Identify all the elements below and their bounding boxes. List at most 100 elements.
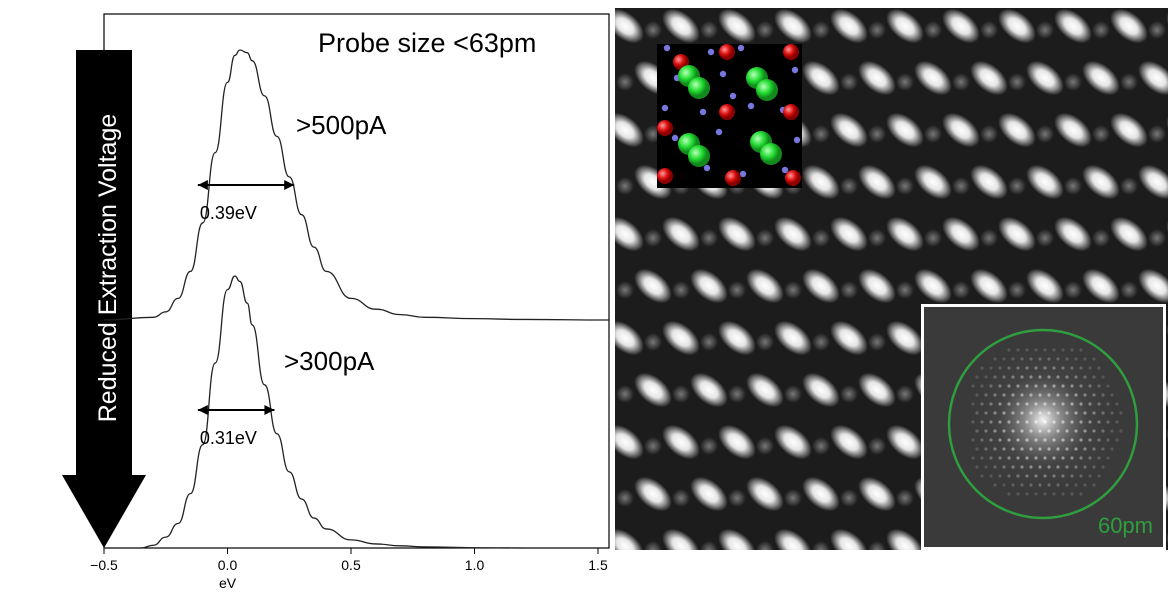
atom-column — [830, 112, 868, 148]
light-atom-column — [644, 333, 662, 351]
probe-dot — [1079, 492, 1083, 496]
atom-column — [886, 528, 924, 550]
atom-column — [886, 112, 924, 148]
atom-column — [1110, 8, 1148, 44]
atom-column — [998, 112, 1036, 148]
small-atom — [671, 134, 679, 142]
light-atom-column — [616, 177, 634, 195]
atom-column — [1138, 164, 1168, 200]
small-atom — [719, 70, 727, 78]
atom-column — [1138, 268, 1168, 304]
light-atom-column — [1120, 177, 1138, 195]
light-atom-column — [868, 541, 886, 550]
small-atom — [707, 48, 715, 56]
probe-dot — [971, 384, 975, 388]
atom-column — [886, 216, 924, 252]
atom-column — [858, 268, 896, 304]
atom-column — [970, 164, 1008, 200]
atom-column — [662, 528, 700, 550]
probe-dot — [975, 465, 979, 469]
light-atom-column — [840, 177, 858, 195]
light-atom-column — [1064, 73, 1082, 91]
atom-column — [718, 216, 756, 252]
light-atom-column — [1036, 125, 1054, 143]
atom-column — [802, 164, 840, 200]
probe-dot — [980, 366, 984, 370]
light-atom-column — [756, 541, 774, 550]
atom-column — [718, 424, 756, 460]
small-atom — [791, 66, 799, 74]
metal-atom — [756, 79, 778, 101]
probe-dot — [1079, 348, 1083, 352]
atom-column — [830, 216, 868, 252]
light-atom-column — [840, 281, 858, 299]
light-atom-column — [812, 21, 830, 39]
atom-column — [858, 372, 896, 408]
light-atom-column — [924, 229, 942, 247]
light-atom-column — [1036, 21, 1054, 39]
atom-column — [1054, 8, 1092, 44]
oxygen-atom — [725, 170, 741, 186]
light-atom-column — [868, 229, 886, 247]
light-atom-column — [616, 489, 634, 507]
probe-dot — [1007, 492, 1011, 496]
light-atom-column — [952, 281, 970, 299]
oxygen-atom — [719, 104, 735, 120]
atom-column — [1026, 164, 1064, 200]
probe-size-circle — [947, 328, 1139, 520]
light-atom-column — [1092, 125, 1110, 143]
atom-column — [718, 8, 756, 44]
small-atom — [739, 170, 747, 178]
atom-column — [774, 528, 812, 550]
atom-column — [1054, 216, 1092, 252]
atom-column — [774, 216, 812, 252]
light-atom-column — [756, 21, 774, 39]
small-atom — [715, 128, 723, 136]
x-tick-label: 0.5 — [341, 557, 361, 573]
atom-column — [1110, 216, 1148, 252]
probe-dot — [993, 357, 997, 361]
atom-column — [1082, 60, 1120, 96]
light-atom-column — [1064, 177, 1082, 195]
fwhm-arrowhead-left — [197, 180, 208, 190]
light-atom-column — [812, 437, 830, 455]
light-atom-column — [896, 281, 914, 299]
light-atom-column — [644, 21, 662, 39]
atom-column — [662, 216, 700, 252]
stem-atomic-image — [615, 8, 1168, 550]
fwhm-label: 0.39eV — [200, 203, 257, 223]
atom-column — [1082, 164, 1120, 200]
probe-dot — [1092, 483, 1096, 487]
metal-atom — [760, 143, 782, 165]
probe-dot — [980, 474, 984, 478]
atom-column — [830, 424, 868, 460]
light-atom-column — [924, 21, 942, 39]
small-atom — [737, 44, 745, 52]
atom-column — [970, 60, 1008, 96]
metal-atom — [688, 145, 710, 167]
oxygen-atom — [657, 120, 673, 136]
atom-column — [662, 320, 700, 356]
probe-dot — [1115, 438, 1119, 442]
atom-column — [718, 320, 756, 356]
atom-column — [998, 216, 1036, 252]
energy-spread-chart: −0.5 0.0 0.5 1.0 1.5 eV Reduced Extraction Vo… — [62, 13, 610, 591]
light-atom-column — [1036, 229, 1054, 247]
probe-inset: 60pm — [921, 304, 1166, 550]
light-atom-column — [896, 73, 914, 91]
small-atom — [663, 44, 671, 52]
atom-column — [914, 164, 952, 200]
light-atom-column — [1148, 125, 1166, 143]
atom-column — [615, 320, 644, 356]
probe-dot — [1097, 474, 1101, 478]
probe-dot — [971, 456, 975, 460]
atom-column — [774, 424, 812, 460]
light-atom-column — [1092, 229, 1110, 247]
atom-column — [746, 372, 784, 408]
light-atom-column — [728, 489, 746, 507]
atom-column — [615, 216, 644, 252]
atom-column — [886, 424, 924, 460]
atom-column — [942, 8, 980, 44]
light-atom-column — [700, 437, 718, 455]
